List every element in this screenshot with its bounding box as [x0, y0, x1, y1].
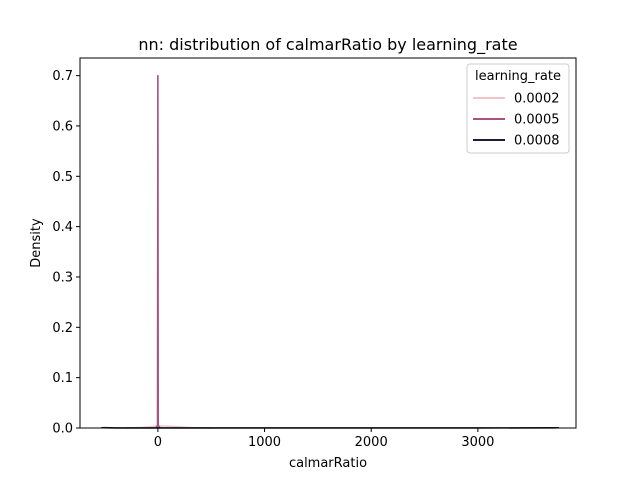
legend: learning_rate 0.0002 0.0005 0.0008	[466, 63, 570, 154]
y-tick-label: 0.3	[52, 270, 73, 285]
y-tick-label: 0.5	[52, 170, 73, 185]
x-tick-label: 3000	[461, 435, 494, 450]
legend-box	[466, 63, 570, 154]
plot-frame	[79, 57, 577, 429]
y-tick-label: 0.0	[52, 422, 73, 437]
x-tick-label: 1000	[248, 435, 281, 450]
x-axis-label: calmarRatio	[289, 456, 367, 471]
legend-label: 0.0005	[514, 113, 560, 128]
chart-title: nn: distribution of calmarRatio by learn…	[138, 35, 517, 55]
y-tick-label: 0.4	[52, 220, 73, 235]
legend-label: 0.0002	[514, 92, 560, 107]
legend-title: learning_rate	[475, 69, 561, 84]
series-line-0.0005	[155, 74, 161, 429]
legend-label: 0.0008	[514, 134, 560, 149]
x-tick-label: 0	[154, 435, 162, 450]
x-tick-label: 2000	[355, 435, 388, 450]
y-tick-label: 0.7	[52, 69, 73, 84]
y-axis-label: Density	[29, 218, 44, 268]
y-tick-label: 0.6	[52, 119, 73, 134]
y-tick-label: 0.2	[52, 321, 73, 336]
y-tick-label: 0.1	[52, 371, 73, 386]
